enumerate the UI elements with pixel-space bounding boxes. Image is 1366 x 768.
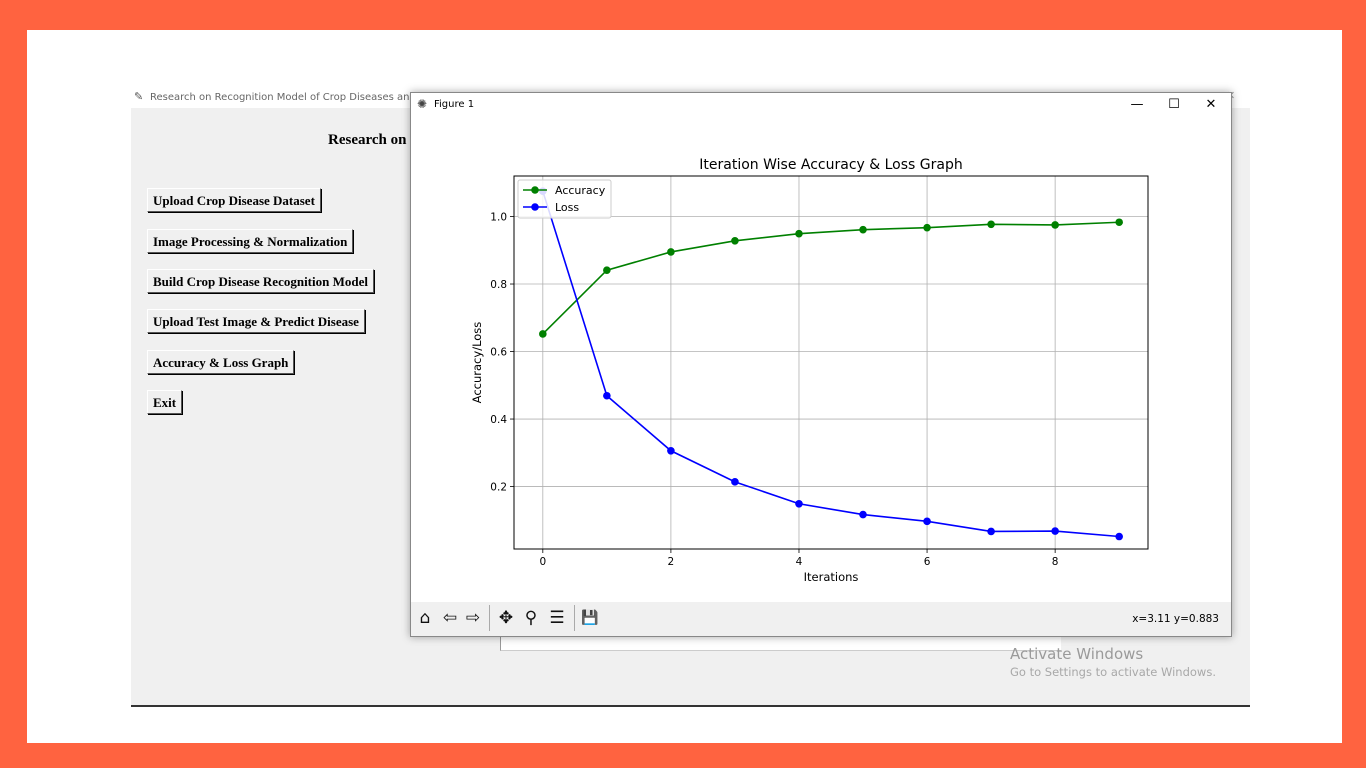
accuracy-line (542, 221, 1120, 335)
chart-title: Iteration Wise Accuracy & Loss Graph (699, 157, 962, 173)
figure-title: Figure 1 (434, 99, 475, 110)
accuracy-point (1051, 221, 1059, 229)
accuracy-point (795, 229, 803, 238)
loss-point (1115, 532, 1123, 541)
loss-legend-marker (531, 203, 539, 211)
x-tick-label: 0 (539, 556, 546, 568)
x-tick-label: 4 (796, 556, 803, 568)
build-model-button[interactable]: Build Crop Disease Recognition Model (147, 269, 374, 293)
loss-point (987, 527, 995, 536)
loss-point (795, 499, 803, 508)
accuracy-point (603, 266, 611, 274)
pan-icon[interactable]: ✥ (498, 608, 514, 628)
accuracy-point (987, 220, 995, 229)
axes-frame (513, 175, 1149, 550)
accuracy-legend-marker (531, 186, 539, 194)
loss-line (542, 190, 1120, 538)
zoom-icon[interactable]: ⚲ (524, 608, 538, 628)
forward-arrow-icon[interactable]: ⇨ (465, 608, 481, 628)
upload-dataset-button[interactable]: Upload Crop Disease Dataset (147, 188, 321, 212)
y-tick-label: 0.2 (490, 482, 507, 494)
home-icon[interactable]: ⌂ (419, 608, 431, 628)
y-tick-label: 1.0 (490, 212, 507, 224)
save-icon[interactable]: 💾 (581, 610, 599, 626)
axis-ticks: 0 2 4 6 8 0.2 0.4 0.6 0.8 1.0 (490, 212, 1058, 568)
app-heading: Research on (328, 132, 407, 148)
series (539, 187, 1123, 541)
accuracy-point (539, 330, 547, 338)
exit-button[interactable]: Exit (147, 390, 183, 414)
cursor-coordinates: x=3.11 y=0.883 (1132, 613, 1219, 625)
plot-area[interactable]: Iteration Wise Accuracy & Loss Graph 0 2 4… (411, 117, 1231, 602)
loss-point (1051, 527, 1059, 535)
figure-toolbar: ⌂ ⇦ ⇨ ✥ ⚲ ☰ 💾 x=3.11 y=0.883 (411, 602, 1231, 636)
matplotlib-icon: ✺ (417, 97, 428, 111)
figure-window: ✺ Figure 1 — ☐ ✕ Iteration Wise Accuracy… (410, 92, 1232, 637)
accuracy-legend-label: Accuracy (555, 184, 606, 197)
app-bottom-border (131, 705, 1250, 707)
loss-point (859, 510, 867, 519)
loss-point (603, 391, 611, 400)
feather-icon: ✎ (134, 91, 144, 103)
close-button[interactable]: ✕ (1205, 97, 1217, 112)
activate-windows-subtitle: Go to Settings to activate Windows. (1010, 665, 1216, 679)
accuracy-point (859, 225, 867, 234)
y-axis-label: Accuracy/Loss (470, 322, 484, 404)
legend: Accuracy Loss (517, 179, 612, 219)
back-arrow-icon[interactable]: ⇦ (442, 608, 458, 628)
app-window-title: Research on Recognition Model of Crop Di… (150, 92, 450, 103)
y-tick-label: 0.4 (490, 414, 507, 426)
grid (514, 176, 1148, 549)
loss-point (731, 478, 739, 486)
toolbar-separator (574, 605, 575, 631)
x-tick-label: 8 (1052, 556, 1059, 568)
activate-windows-title: Activate Windows (1010, 645, 1144, 663)
app-titlebar (131, 88, 431, 108)
loss-legend-label: Loss (555, 201, 579, 214)
accuracy-point (731, 237, 739, 245)
accuracy-point (1115, 218, 1123, 227)
maximize-button[interactable]: ☐ (1168, 97, 1180, 112)
predict-disease-button[interactable]: Upload Test Image & Predict Disease (147, 309, 365, 333)
toolbar-separator (489, 605, 490, 631)
minimize-button[interactable]: — (1130, 97, 1144, 112)
accuracy-point (923, 223, 931, 232)
accuracy-loss-graph-button[interactable]: Accuracy & Loss Graph (147, 350, 295, 374)
image-processing-button[interactable]: Image Processing & Normalization (147, 229, 354, 253)
x-axis-label: Iterations (804, 570, 859, 584)
y-tick-label: 0.8 (490, 279, 507, 291)
figure-titlebar: ✺ Figure 1 — ☐ ✕ (411, 93, 1231, 117)
loss-point (923, 517, 931, 526)
x-tick-label: 2 (668, 556, 675, 568)
y-tick-label: 0.6 (490, 347, 507, 359)
configure-subplots-icon[interactable]: ☰ (549, 608, 565, 628)
loss-point (667, 446, 675, 455)
output-text-area[interactable] (500, 635, 1061, 651)
x-tick-label: 6 (924, 556, 931, 568)
accuracy-point (667, 248, 675, 256)
